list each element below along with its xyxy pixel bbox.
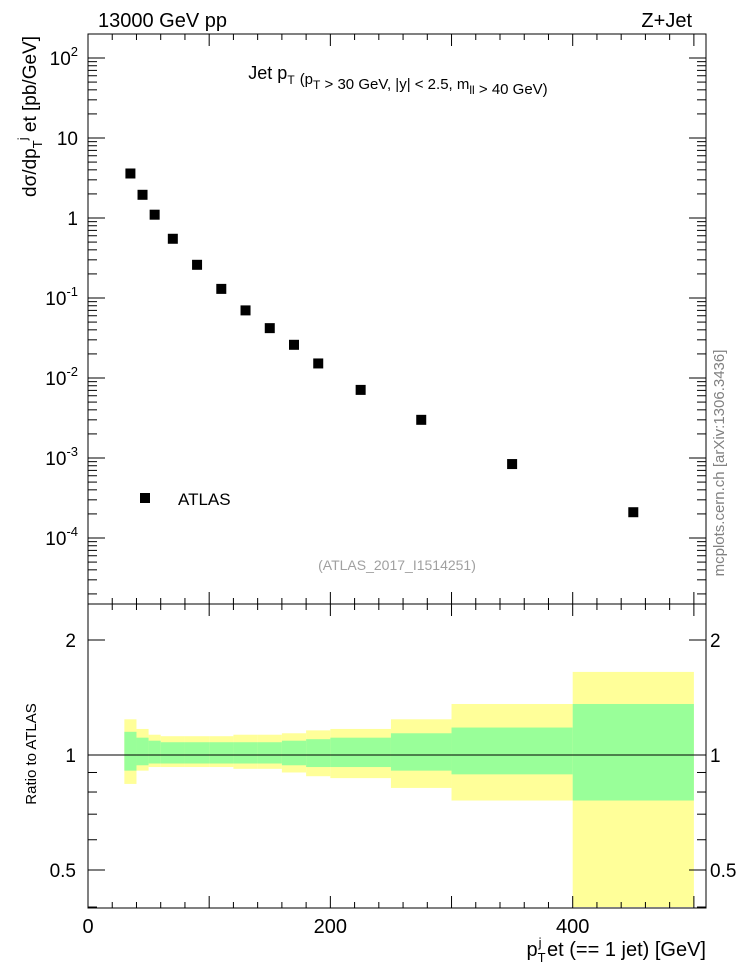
upper-frame (87, 33, 707, 605)
upper-y-tick-label: 1 (67, 209, 78, 230)
inner-band-bin (257, 742, 282, 764)
upper-y-tick-label: 10-2 (45, 364, 78, 390)
inner-band-bin (281, 740, 307, 766)
inner-band-bin (136, 737, 149, 766)
upper-y-axis-label: dσ/dpTj et [pb/GeV] (15, 36, 45, 197)
data-point (264, 323, 275, 334)
data-point (240, 305, 251, 316)
upper-y-tick-label: 10 (57, 129, 78, 150)
inner-band-bin (390, 733, 452, 771)
inner-band-bin (209, 742, 234, 764)
legend-marker (140, 493, 150, 503)
inner-band-bin (148, 740, 161, 764)
x-axis-label: pTj et (== 1 jet) [GeV] (527, 935, 707, 965)
upper-panel: 102 10 1 10-1 10-2 10-3 10-4 ATLAS (45, 33, 707, 605)
lower-y-tick-label-right: 1 (710, 746, 721, 767)
lower-y-tick-label-right: 0.5 (710, 861, 736, 882)
data-point (355, 384, 366, 395)
lower-y-tick-label-left: 2 (65, 631, 76, 652)
x-tick-label: 400 (556, 916, 589, 938)
inner-band-bin (306, 739, 331, 768)
legend-label: ATLAS (178, 490, 231, 509)
data-point (167, 233, 178, 244)
upper-panel-title: Jet pT (pT > 30 GeV, |y| < 2.5, mll > 40… (248, 63, 547, 98)
upper-y-tick-label: 10-1 (45, 284, 78, 310)
x-tick-label: 200 (314, 916, 347, 938)
lower-y-tick-label-right: 2 (710, 631, 721, 652)
data-point (192, 259, 203, 270)
data-point (216, 283, 227, 294)
analysis-watermark: (ATLAS_2017_I1514251) (318, 557, 476, 573)
inner-band-bin (330, 737, 391, 768)
header-left-label: 13000 GeV pp (98, 10, 227, 32)
data-point (125, 168, 136, 179)
data-point (313, 358, 324, 369)
inner-band-bin (124, 731, 137, 771)
inner-band-bin (184, 742, 210, 764)
data-point (416, 414, 427, 425)
lower-panel: 0 200 400 0.5 0.5 1 1 2 2 (50, 592, 736, 938)
header-right-label: Z+Jet (641, 10, 692, 32)
data-point (628, 507, 639, 518)
lower-y-tick-label-left: 0.5 (50, 861, 76, 882)
x-tick-label: 0 (82, 916, 93, 938)
data-point (507, 459, 518, 470)
lower-y-tick-label-left: 1 (65, 746, 76, 767)
data-point (149, 209, 160, 220)
data-point (137, 189, 148, 200)
lower-y-axis-label: Ratio to ATLAS (23, 703, 40, 804)
lower-frame (87, 603, 707, 909)
inner-band-bin (451, 727, 573, 775)
side-label: mcplots.cern.ch [arXiv:1306.3436] (711, 350, 728, 577)
upper-y-tick-label: 10-4 (45, 524, 78, 550)
upper-y-tick-label: 10-3 (45, 444, 78, 470)
upper-y-tick-label: 102 (50, 44, 78, 70)
data-point (289, 339, 299, 350)
inner-band-bin (572, 703, 694, 801)
inner-band-bin (160, 742, 185, 764)
inner-band-bin (233, 742, 258, 764)
